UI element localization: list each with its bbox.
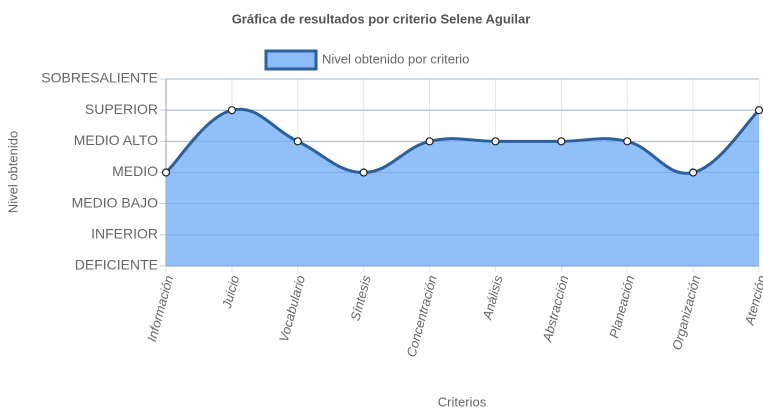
point [623, 137, 632, 146]
y-tick-label: INFERIOR [91, 226, 158, 242]
x-tick-label: Atención [741, 274, 763, 328]
legend-swatch [264, 49, 318, 71]
y-tick-label: MEDIO BAJO [72, 194, 158, 210]
point [754, 106, 763, 115]
x-tick-label: Concentración [404, 274, 440, 359]
x-tick-label: Organización [669, 274, 703, 352]
y-tick-label: SUPERIOR [85, 101, 158, 117]
x-tick-label: Abstracción [539, 274, 571, 344]
x-tick-label: Análisis [479, 273, 505, 322]
area [166, 109, 759, 266]
legend-label: Nivel obtenido por criterio [322, 51, 469, 66]
point [161, 168, 171, 177]
chart-title: Gráfica de resultados por criterio Selen… [232, 11, 531, 26]
y-tick-label: MEDIO ALTO [74, 132, 158, 148]
x-tick-label: Planeación [606, 274, 637, 340]
x-tick-label: Juicio [219, 274, 242, 311]
point [293, 137, 302, 146]
point [425, 137, 434, 146]
point [359, 168, 368, 177]
y-tick-label: SOBRESALIENTE [41, 70, 158, 86]
point [227, 106, 236, 115]
y-tick-label: MEDIO [112, 163, 158, 179]
x-tick-label: Vocabulario [276, 274, 308, 344]
x-tick-label: Información [144, 274, 176, 343]
line [164, 107, 761, 175]
x-axis-title: Criterios [438, 394, 487, 409]
point [689, 168, 698, 177]
point [491, 137, 500, 146]
point [557, 137, 566, 146]
y-tick-label: DEFICIENTE [75, 257, 158, 273]
x-tick-label: Síntesis [347, 273, 374, 322]
y-axis-title: Nivel obtenido [5, 131, 20, 213]
